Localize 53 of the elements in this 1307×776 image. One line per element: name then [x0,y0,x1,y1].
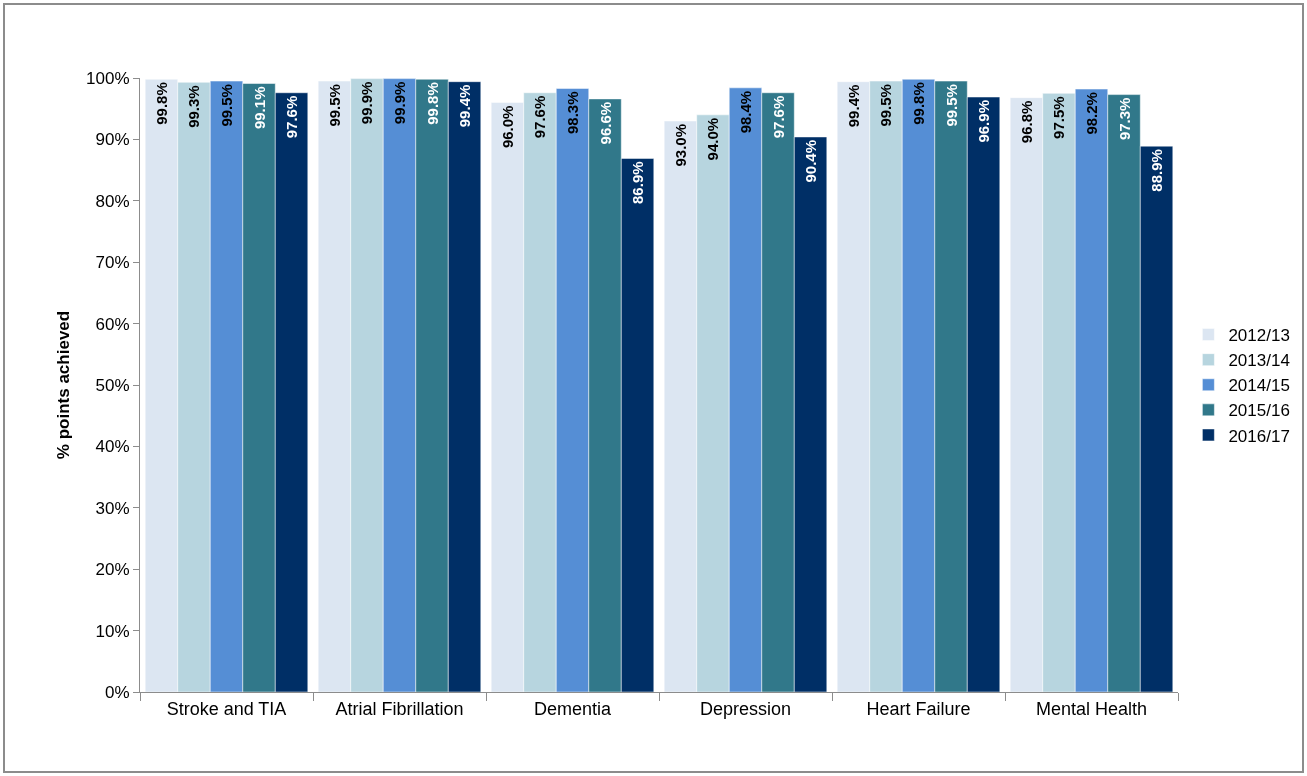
data-label: 98.4% [737,90,754,134]
legend-label: 2012/13 [1228,326,1290,346]
legend-label: 2015/16 [1228,401,1290,421]
data-label: 98.2% [1083,92,1100,135]
y-axis-title: % points achieved [53,310,73,460]
data-label: 97.3% [1115,97,1133,141]
data-label: 99.9% [358,81,376,125]
data-label: 96.6% [596,101,614,145]
y-tick-label: 30% [95,498,130,518]
y-tick-label: 70% [95,253,130,273]
data-label: 99.8% [152,82,170,125]
x-tick-label: Atrial Fibrillation [335,698,464,719]
data-label: 86.9% [629,161,647,204]
y-tick-label: 80% [95,191,130,211]
x-tick-label: Mental Health [1035,698,1148,719]
data-label: 93.0% [671,123,689,167]
y-tick-label: 60% [95,314,130,334]
data-label: 99.4% [844,84,862,128]
data-label: 98.3% [564,91,581,134]
data-label: 99.9% [391,81,408,125]
x-tick-label: Depression [699,698,792,719]
data-label: 96.0% [498,105,516,149]
y-tick-label: 90% [95,130,130,150]
y-tick-label: 0% [105,682,130,702]
x-tick-label: Dementia [533,698,612,719]
y-tick-label: 100% [86,68,130,88]
data-label: 99.5% [325,84,343,127]
y-tick-label: 20% [95,560,130,580]
legend-label: 2016/17 [1228,426,1290,446]
legend-label: 2014/15 [1228,376,1290,396]
y-tick-label: 10% [95,621,130,641]
data-label: 99.8% [423,82,441,125]
data-label: 99.5% [877,84,895,127]
data-label: 97.5% [1050,96,1068,139]
data-label: 90.4% [802,139,820,183]
data-label: 99.4% [456,84,474,128]
data-label: 96.9% [975,100,993,143]
data-label: 99.5% [942,84,960,127]
data-label: 88.9% [1148,149,1166,192]
data-label: 96.8% [1017,100,1035,144]
x-tick-label: Stroke and TIA [166,698,287,719]
data-label: 94.0% [704,117,722,161]
data-label: 97.6% [769,95,787,139]
data-label: 99.3% [185,85,203,128]
data-label: 97.6% [531,95,549,139]
data-label: 99.1% [250,86,268,130]
data-label: 99.8% [910,82,927,125]
y-tick-label: 40% [95,437,130,457]
data-label: 99.5% [218,84,235,127]
x-tick-label: Heart Failure [866,698,971,719]
data-label: 97.6% [283,95,301,139]
legend-label: 2013/14 [1228,351,1290,371]
y-tick-label: 50% [95,375,130,395]
